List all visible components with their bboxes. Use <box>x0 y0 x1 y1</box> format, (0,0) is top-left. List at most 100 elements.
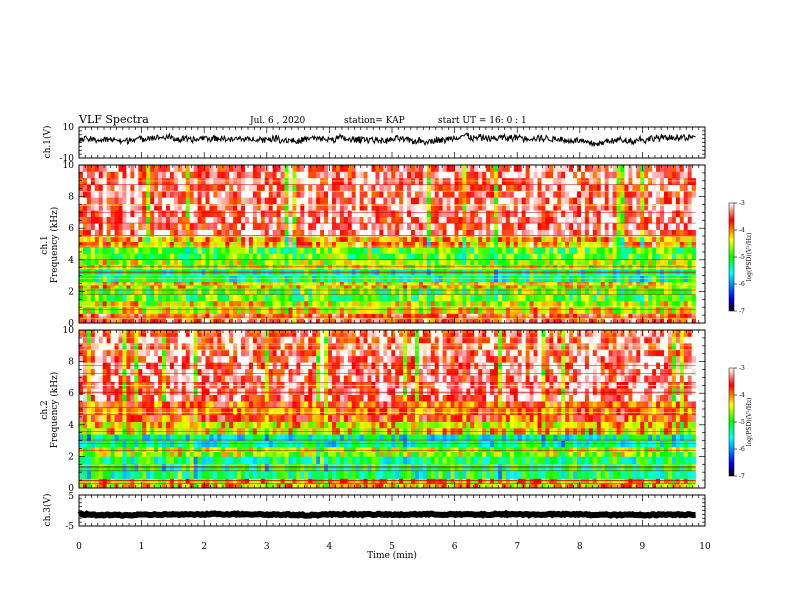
spectrogram-cell <box>407 171 411 178</box>
spectrogram-cell <box>458 197 462 204</box>
spectrogram-cell <box>514 197 518 204</box>
spectrogram-cell <box>486 247 490 254</box>
spectrogram-cell <box>360 307 364 314</box>
spectrogram-cell <box>672 295 676 302</box>
spectrogram-cell <box>672 223 676 230</box>
spectrogram-cell <box>300 210 304 217</box>
spectrogram-cell <box>336 191 340 198</box>
spectrogram-cell <box>391 282 395 285</box>
spectrogram-cell <box>253 253 257 260</box>
spectrogram-cell <box>130 197 134 204</box>
spectrogram-cell <box>451 295 455 302</box>
spectrogram-cell <box>209 242 213 248</box>
spectrogram-cell <box>304 253 308 260</box>
spectrogram-cell <box>506 314 510 319</box>
spectrogram-cell <box>304 282 308 285</box>
spectrogram-cell <box>423 242 427 248</box>
spectrogram-cell <box>273 307 277 314</box>
spectrogram-cell <box>340 178 344 185</box>
spectrogram-cell <box>348 191 352 198</box>
spectrogram-cell <box>217 210 221 217</box>
spectrogram-cell <box>565 285 569 288</box>
spectrogram-cell <box>478 178 482 185</box>
spectrogram-cell <box>597 210 601 217</box>
spectrogram-cell <box>308 285 312 288</box>
spectrogram-cell <box>205 223 209 230</box>
spectrogram-cell <box>609 276 613 283</box>
spectrogram-cell <box>431 210 435 217</box>
spectrogram-cell <box>593 210 597 217</box>
spectrogram-cell <box>502 295 506 302</box>
spectrogram-cell <box>455 276 459 283</box>
spectrogram-cell <box>573 197 577 204</box>
spectrogram-cell <box>656 295 660 302</box>
spectrogram-cell <box>506 197 510 204</box>
spectrogram-cell <box>150 223 154 230</box>
spectrogram-cell <box>609 184 613 191</box>
spectrogram-cell <box>209 197 213 204</box>
spectrogram-cell <box>261 223 265 230</box>
spectrogram-cell <box>308 223 312 230</box>
spectrogram-cell <box>526 314 530 319</box>
spectrogram-cell <box>399 253 403 260</box>
spectrogram-cell <box>356 314 360 319</box>
spectrogram-cell <box>462 171 466 178</box>
spectrogram-cell <box>648 282 652 285</box>
spectrogram-cell <box>340 285 344 288</box>
spectrogram-cell <box>581 210 585 217</box>
spectrogram-cell <box>415 178 419 185</box>
spectrogram-cell <box>589 247 593 254</box>
spectrogram-cell <box>684 223 688 230</box>
spectrogram-cell <box>541 191 545 198</box>
spectrogram-cell <box>593 178 597 185</box>
spectrogram-cell <box>178 165 182 172</box>
spectrogram-cell <box>328 197 332 204</box>
spectrogram-cell <box>221 314 225 319</box>
spectrogram-cell <box>431 171 435 178</box>
spectrogram-cell <box>427 314 431 319</box>
spectrogram-cell <box>419 210 423 217</box>
spectrogram-cell <box>371 191 375 198</box>
spectrogram-cell <box>281 282 285 285</box>
spectrogram-cell <box>265 184 269 191</box>
spectrogram-cell <box>205 217 209 224</box>
spectrogram-cell <box>423 285 427 288</box>
spectrogram-cell <box>292 178 296 185</box>
spectrogram-cell <box>285 184 289 191</box>
spectrogram-cell <box>664 223 668 230</box>
spectrogram-cell <box>530 171 534 178</box>
spectrogram-cell <box>241 223 245 230</box>
spectrogram-cell <box>138 223 142 230</box>
spectrogram-cell <box>541 210 545 217</box>
spectrogram-cell <box>490 247 494 254</box>
spectrogram-cell <box>506 260 510 265</box>
spectrogram-cell <box>375 307 379 314</box>
spectrogram-cell <box>174 171 178 178</box>
spectrogram-cell <box>261 295 265 302</box>
spectrogram-cell <box>119 295 123 302</box>
spectrogram-cell <box>526 282 530 285</box>
spectrogram-cell <box>292 171 296 178</box>
spectrogram-cell <box>692 191 696 198</box>
spectrogram-cell <box>466 260 470 265</box>
spectrogram-cell <box>522 242 526 248</box>
spectrogram-cell <box>217 314 221 319</box>
spectrogram-cell <box>565 242 569 248</box>
spectrogram-cell <box>91 242 95 248</box>
spectrogram-cell <box>490 295 494 302</box>
spectrogram-cell <box>142 223 146 230</box>
spectrogram-cell <box>601 171 605 178</box>
spectrogram-cell <box>107 217 111 224</box>
spectrogram-cell <box>498 210 502 217</box>
spectrogram-cell <box>126 276 130 283</box>
spectrogram-cell <box>494 223 498 230</box>
spectrogram-cell <box>632 247 636 254</box>
spectrogram-cell <box>589 223 593 230</box>
spectrogram-cell <box>186 307 190 314</box>
spectrogram-cell <box>522 171 526 178</box>
spectrogram-cell <box>565 314 569 319</box>
spectrogram-cell <box>470 253 474 260</box>
spectrogram-cell <box>557 217 561 224</box>
spectrogram-cell <box>277 217 281 224</box>
